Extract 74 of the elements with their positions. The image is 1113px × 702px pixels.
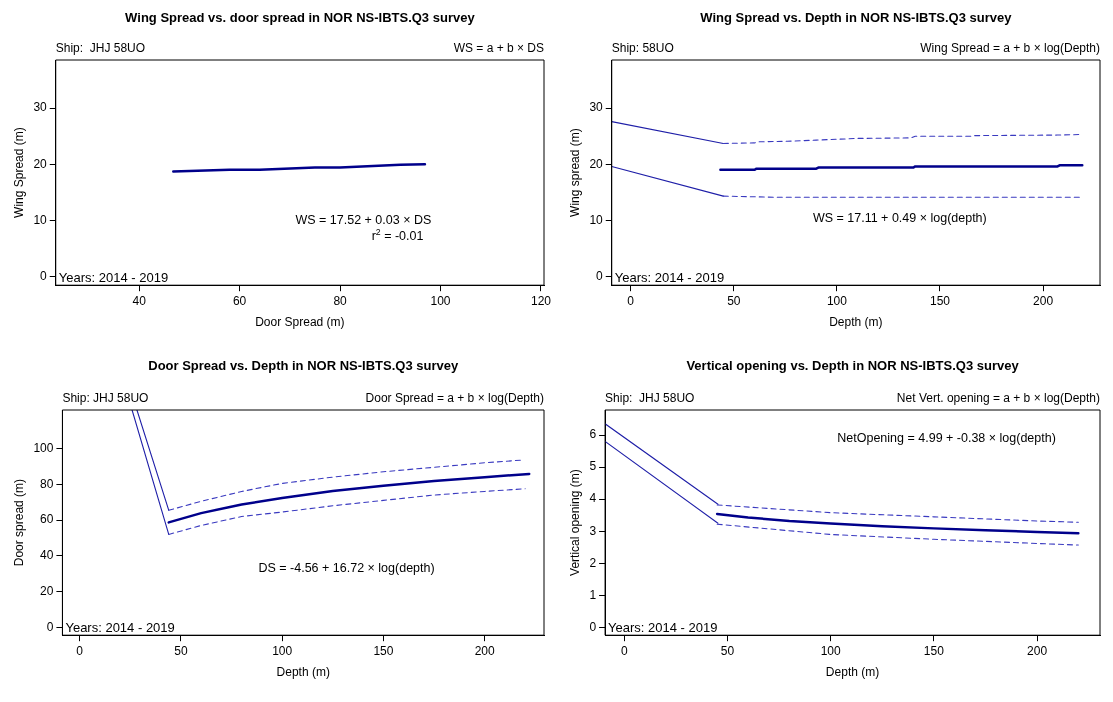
x-tick-label: 100: [826, 293, 848, 308]
x-tick-label: 0: [620, 643, 628, 658]
text: Wing Spread = a + b × log(Depth): [920, 41, 1101, 55]
line-series: [168, 459, 522, 511]
y-tick-label: 20: [589, 156, 604, 171]
line-series: [716, 523, 1079, 546]
y-tick-label: 80: [40, 476, 54, 491]
annotation: Years: 2014 - 2019: [614, 270, 725, 286]
y-axis-title: Vertical opening (m): [567, 469, 582, 576]
annotation: Years: 2014 - 2019: [65, 620, 175, 636]
text: WS = a + b × DS: [453, 41, 544, 55]
y-tick-label: 2: [589, 555, 597, 570]
x-axis-title: Depth (m): [829, 315, 883, 330]
y-tick-label: 60: [40, 512, 54, 527]
text: Door Spread = a + b × log(Depth): [365, 391, 545, 405]
y-tick-label: 10: [589, 212, 604, 227]
y-tick-label: 0: [40, 268, 48, 283]
x-tick-label: 50: [174, 643, 188, 658]
chart-title: Door Spread vs. Depth in NOR NS-IBTS.Q3 survey: [148, 358, 459, 373]
text: Net Vert. opening = a + b × log(Depth): [896, 391, 1101, 405]
annotation: DS = -4.56 + 16.72 × log(depth): [258, 561, 435, 576]
x-tick-label: 100: [820, 643, 841, 658]
line-series: [168, 488, 526, 535]
chart-title: Vertical opening vs. Depth in NOR NS-IBTS.Q3 survey: [686, 358, 1020, 373]
x-tick-label: 50: [720, 643, 735, 658]
y-tick-label: 6: [589, 427, 597, 442]
x-tick-label: 200: [1033, 293, 1054, 308]
annotation: WS = 17.52 + 0.03 × DS: [295, 213, 432, 228]
y-tick-label: 10: [33, 212, 48, 227]
y-tick-label: 0: [589, 619, 597, 634]
x-tick-label: 40: [132, 293, 147, 308]
y-tick-label: 20: [33, 156, 48, 171]
x-axis-title: Depth (m): [825, 665, 880, 680]
y-axis-title: Wing spread (m): [567, 128, 582, 217]
annotation: Years: 2014 - 2019: [58, 270, 169, 286]
x-axis-title: Depth (m): [276, 665, 330, 680]
y-tick-label: 1: [589, 587, 597, 602]
x-tick-label: 100: [430, 293, 451, 308]
x-tick-label: 80: [333, 293, 348, 308]
y-axis-title: Wing Spread (m): [11, 127, 26, 218]
x-tick-label: 150: [923, 643, 945, 658]
y-tick-label: 4: [589, 491, 597, 506]
x-tick-label: 200: [1027, 643, 1048, 658]
chart-title: Wing Spread vs. Depth in NOR NS-IBTS.Q3 survey: [700, 10, 1013, 25]
x-tick-label: 150: [373, 643, 394, 658]
y-tick-label: 3: [589, 523, 597, 538]
x-tick-label: 60: [232, 293, 247, 308]
line-series: [716, 504, 1079, 523]
x-tick-label: 0: [627, 293, 635, 308]
y-tick-label: 20: [40, 584, 54, 599]
x-tick-label: 100: [272, 643, 293, 658]
chart-subtitle: Ship: 58UO: [611, 41, 674, 55]
x-tick-label: 150: [929, 293, 951, 308]
annotation: NetOpening = 4.99 + -0.38 × log(depth): [837, 430, 1056, 445]
annotation: WS = 17.11 + 0.49 × log(depth): [812, 211, 987, 226]
x-tick-label: 200: [474, 643, 495, 658]
x-tick-label: 0: [76, 643, 84, 658]
x-tick-label: 120: [530, 293, 552, 308]
chart-subtitle: Ship: JHJ 58UO: [55, 41, 146, 55]
y-tick-label: 40: [40, 548, 54, 563]
y-tick-label: 100: [33, 440, 54, 455]
y-tick-label: 5: [589, 459, 597, 474]
chart-subtitle: Ship: JHJ 58UO: [605, 391, 695, 405]
chart-title: Wing Spread vs. door spread in NOR NS-IBTS.Q3 survey: [125, 10, 476, 25]
y-axis-title: Door spread (m): [11, 478, 26, 567]
x-tick-label: 50: [727, 293, 741, 308]
chart-subtitle: Ship: JHJ 58UO: [62, 391, 149, 405]
line-series: [722, 133, 1082, 145]
annotation: Years: 2014 - 2019: [608, 620, 718, 636]
y-tick-label: 0: [596, 268, 604, 283]
y-tick-label: 0: [46, 619, 54, 634]
y-tick-label: 30: [589, 100, 604, 115]
x-axis-title: Door Spread (m): [255, 315, 345, 330]
y-tick-label: 30: [33, 100, 48, 115]
